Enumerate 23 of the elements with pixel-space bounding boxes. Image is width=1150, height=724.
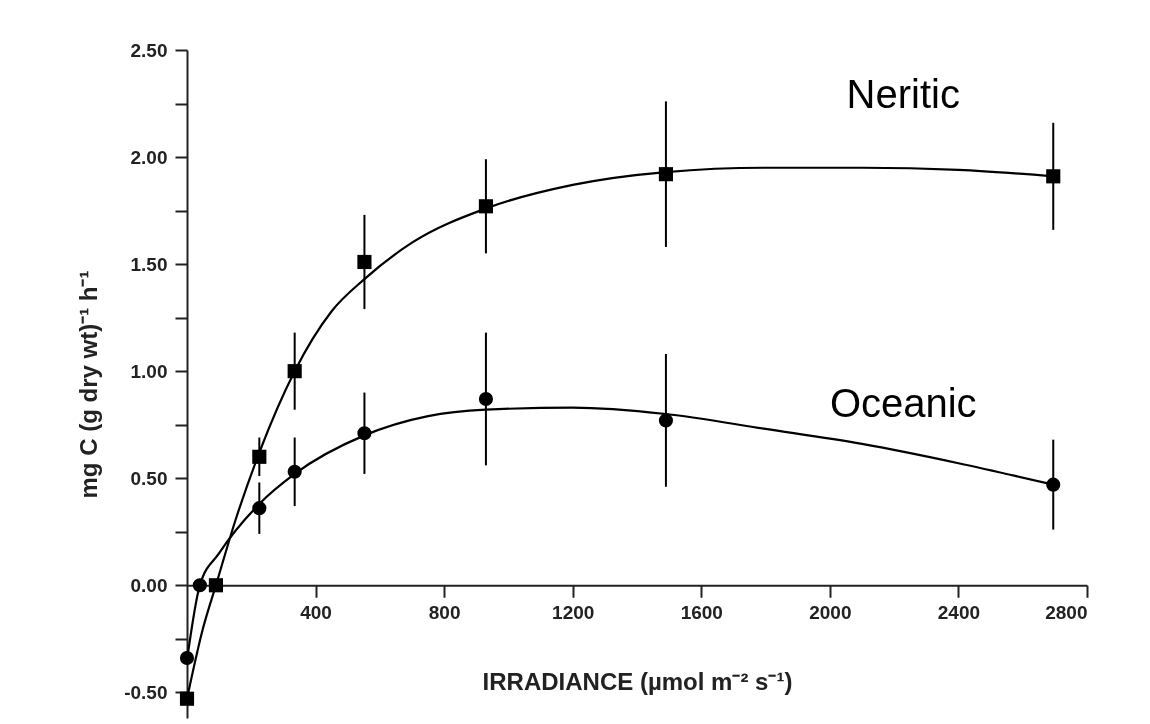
point [478, 391, 493, 407]
x-tick-label: 1600 [680, 601, 723, 623]
y-tick-label: 1.00 [130, 360, 168, 382]
point [179, 691, 195, 706]
y-tick-label: 2.50 [130, 39, 168, 61]
x-axis-title: IRRADIANCE (µmol m⁻² s⁻¹) [482, 667, 793, 695]
x-tick-label: 800 [428, 601, 461, 623]
x-tick-label: 2400 [937, 601, 981, 623]
point [658, 413, 673, 428]
text: Neritic [846, 72, 960, 117]
x-tick-label: 2000 [809, 601, 852, 623]
point [1046, 169, 1061, 184]
y-tick-label: 1.50 [130, 253, 168, 275]
x-tick-label: 2800 [1045, 601, 1088, 623]
y-tick-label: 0.00 [130, 574, 168, 596]
text: Oceanic [829, 380, 977, 425]
y-axis-title: mg C (g dry wt)⁻¹ h⁻¹ [75, 270, 103, 499]
y-tick-label: 0.50 [130, 467, 168, 489]
x-tick-label: 1200 [552, 601, 595, 623]
x-tick-label: 400 [300, 601, 332, 623]
y-tick-label: -0.50 [124, 681, 168, 703]
point [357, 254, 372, 270]
y-tick-label: 2.00 [130, 146, 168, 168]
